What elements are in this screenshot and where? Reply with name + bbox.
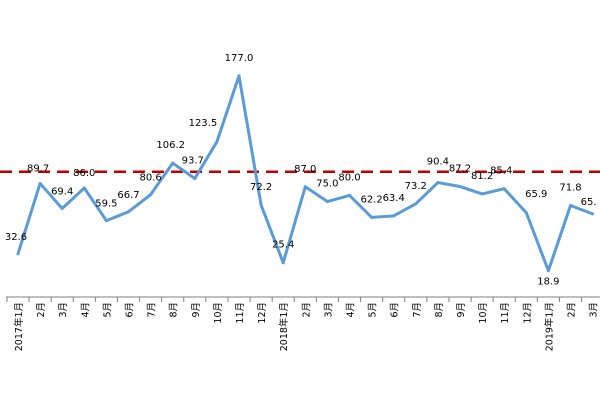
data-point	[325, 200, 329, 204]
data-label: 73.2	[405, 181, 427, 192]
data-point	[480, 192, 484, 196]
data-label: 66.7	[117, 190, 139, 201]
data-point	[16, 252, 20, 256]
x-tick-label: 8月	[434, 302, 445, 318]
x-tick-label: 7月	[147, 302, 158, 318]
x-tick-label: 10月	[478, 302, 489, 324]
data-point	[392, 214, 396, 218]
data-point	[171, 161, 175, 165]
x-tick-label: 9月	[456, 302, 467, 318]
data-label: 177.0	[225, 53, 254, 64]
x-tick-label: 3月	[58, 302, 69, 318]
x-tick-label: 6月	[390, 302, 401, 318]
data-label: 72.2	[250, 182, 272, 193]
data-point	[82, 186, 86, 190]
x-tick-label: 12月	[522, 302, 533, 324]
data-label: 25.4	[272, 240, 294, 251]
x-tick-label: 4月	[80, 302, 91, 318]
x-tick-label: 9月	[191, 302, 202, 318]
data-point	[524, 211, 528, 215]
x-tick-label: 2月	[36, 302, 47, 318]
x-tick-label: 4月	[346, 302, 357, 318]
data-label-layer: 32.6 89.7 69.486.0 59.566.780.6 106.2 93.7 123…	[5, 53, 597, 288]
data-label: 65.9	[525, 189, 547, 200]
data-label: 63.4	[383, 193, 405, 204]
data-label: 65.	[581, 197, 597, 208]
data-label: 59.5	[95, 199, 117, 210]
data-label: 86.0	[73, 168, 95, 179]
data-label: 75.0	[316, 179, 338, 190]
data-label: 32.6	[5, 232, 27, 243]
data-point	[281, 261, 285, 265]
x-tick-labels: 2017年1月 2月 3月 4月 5月 6月 7月 8月 9月 10月 11月 12月 2018年1月 2…	[13, 302, 600, 351]
data-point	[348, 193, 351, 197]
data-label: 62.2	[360, 194, 382, 205]
data-point	[414, 202, 418, 206]
x-tick-label: 12月	[257, 302, 268, 324]
data-point	[458, 185, 462, 189]
x-tick-label: 11月	[235, 302, 246, 324]
x-tick-label: 10月	[213, 302, 224, 324]
data-label: 18.9	[537, 277, 559, 288]
data-point	[104, 219, 108, 223]
data-label: 69.4	[51, 186, 73, 197]
data-point	[546, 269, 550, 273]
data-point	[436, 181, 440, 185]
x-tick-label: 5月	[368, 302, 379, 318]
data-point	[60, 206, 64, 210]
data-point	[502, 187, 506, 191]
data-label: 71.8	[559, 183, 581, 194]
data-label: 89.7	[27, 163, 49, 174]
data-label: 106.2	[156, 140, 185, 151]
x-tick-label: 2月	[567, 302, 578, 318]
x-tick-label: 3月	[323, 302, 334, 318]
data-label: 90.4	[427, 157, 449, 168]
data-point	[370, 215, 374, 219]
data-point	[149, 193, 153, 197]
data-point	[215, 140, 219, 144]
x-tick-label: 11月	[500, 302, 511, 324]
x-axis	[6, 296, 600, 302]
x-tick-label: 2月	[301, 302, 312, 318]
x-tick-label: 2018年1月	[278, 302, 290, 351]
data-label: 93.7	[182, 156, 204, 167]
x-tick-label: 2019年1月	[543, 302, 555, 351]
data-point	[259, 203, 263, 207]
x-tick-label: 3月	[589, 302, 600, 318]
x-tick-label: 2017年1月	[13, 302, 25, 351]
data-point	[303, 185, 307, 189]
data-point	[38, 181, 42, 185]
data-label: 80.6	[139, 173, 161, 184]
data-label: 80.0	[338, 172, 360, 183]
data-label: 87.2	[449, 164, 471, 175]
data-point	[569, 204, 572, 208]
x-tick-label: 5月	[102, 302, 113, 318]
data-point	[193, 177, 197, 181]
data-point	[127, 210, 130, 214]
data-label: 81.2	[471, 171, 493, 182]
x-tick-label: 8月	[169, 302, 180, 318]
x-tick-label: 7月	[412, 302, 423, 318]
data-point	[237, 74, 241, 78]
data-label: 87.0	[294, 164, 316, 175]
x-tick-label: 6月	[125, 302, 136, 318]
data-point	[591, 212, 595, 216]
data-label: 123.5	[189, 118, 218, 129]
data-label: 85.4	[490, 166, 512, 177]
series-layer	[16, 74, 595, 273]
